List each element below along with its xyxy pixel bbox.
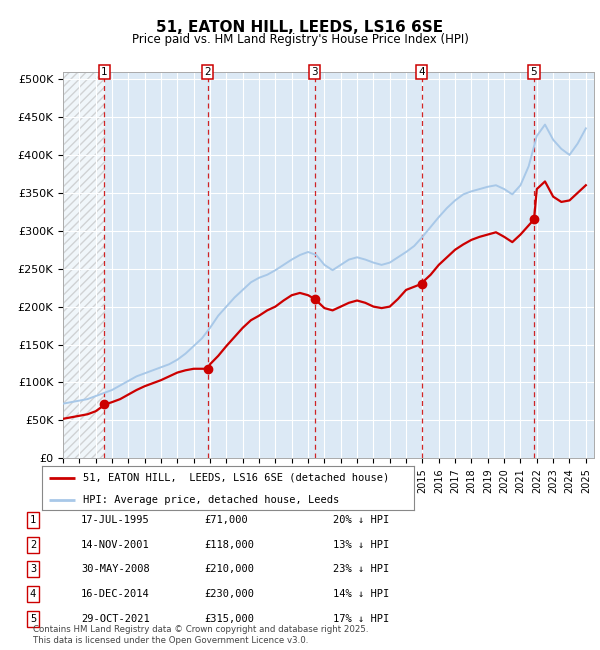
Text: Price paid vs. HM Land Registry's House Price Index (HPI): Price paid vs. HM Land Registry's House … bbox=[131, 32, 469, 46]
Text: 29-OCT-2021: 29-OCT-2021 bbox=[81, 614, 150, 624]
Text: 3: 3 bbox=[30, 564, 36, 575]
Text: 4: 4 bbox=[30, 589, 36, 599]
Text: 51, EATON HILL,  LEEDS, LS16 6SE (detached house): 51, EATON HILL, LEEDS, LS16 6SE (detache… bbox=[83, 473, 389, 482]
Text: 2: 2 bbox=[205, 67, 211, 77]
Text: 17% ↓ HPI: 17% ↓ HPI bbox=[333, 614, 389, 624]
Text: HPI: Average price, detached house, Leeds: HPI: Average price, detached house, Leed… bbox=[83, 495, 339, 504]
Text: 5: 5 bbox=[30, 614, 36, 624]
Text: £118,000: £118,000 bbox=[204, 540, 254, 550]
Text: 3: 3 bbox=[311, 67, 318, 77]
Text: 30-MAY-2008: 30-MAY-2008 bbox=[81, 564, 150, 575]
Text: 5: 5 bbox=[530, 67, 537, 77]
Text: 4: 4 bbox=[418, 67, 425, 77]
Text: 20% ↓ HPI: 20% ↓ HPI bbox=[333, 515, 389, 525]
Text: 1: 1 bbox=[30, 515, 36, 525]
Text: 13% ↓ HPI: 13% ↓ HPI bbox=[333, 540, 389, 550]
Text: 23% ↓ HPI: 23% ↓ HPI bbox=[333, 564, 389, 575]
Text: 51, EATON HILL, LEEDS, LS16 6SE: 51, EATON HILL, LEEDS, LS16 6SE bbox=[157, 20, 443, 34]
Text: 2: 2 bbox=[30, 540, 36, 550]
Text: £315,000: £315,000 bbox=[204, 614, 254, 624]
Text: 16-DEC-2014: 16-DEC-2014 bbox=[81, 589, 150, 599]
Text: Contains HM Land Registry data © Crown copyright and database right 2025.
This d: Contains HM Land Registry data © Crown c… bbox=[33, 625, 368, 645]
Text: 1: 1 bbox=[101, 67, 108, 77]
Text: 14% ↓ HPI: 14% ↓ HPI bbox=[333, 589, 389, 599]
Text: £230,000: £230,000 bbox=[204, 589, 254, 599]
Text: 14-NOV-2001: 14-NOV-2001 bbox=[81, 540, 150, 550]
Text: £71,000: £71,000 bbox=[204, 515, 248, 525]
Text: 17-JUL-1995: 17-JUL-1995 bbox=[81, 515, 150, 525]
Text: £210,000: £210,000 bbox=[204, 564, 254, 575]
